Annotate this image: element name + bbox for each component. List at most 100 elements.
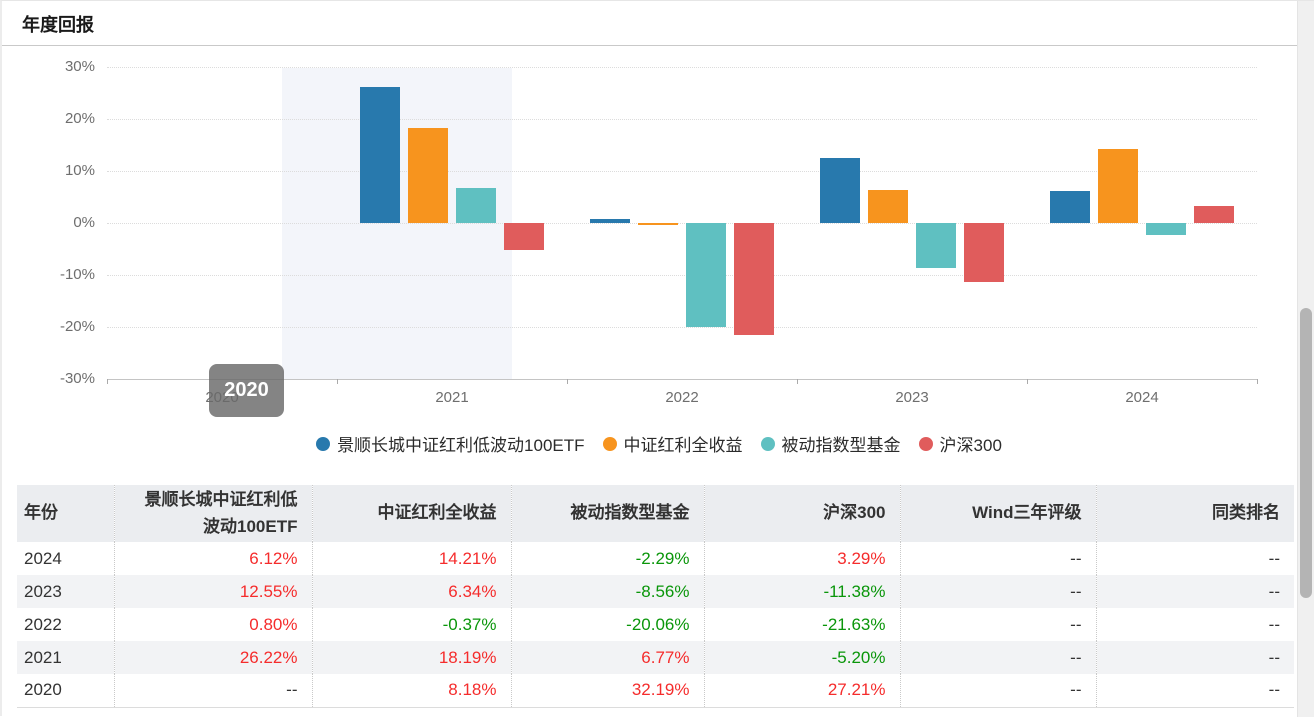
scrollbar-thumb[interactable] bbox=[1300, 308, 1312, 598]
year-cell: 2023 bbox=[17, 575, 115, 608]
bar-2024-series-2[interactable] bbox=[1146, 223, 1186, 235]
value-cell: -- bbox=[1096, 674, 1294, 708]
value-cell: 18.19% bbox=[312, 641, 512, 674]
value-cell: -8.56% bbox=[511, 575, 705, 608]
value-cell: 12.55% bbox=[114, 575, 313, 608]
table-header-row: 年份 景顺长城中证红利低波动100ETF 中证红利全收益 被动指数型基金 沪深300 Wi… bbox=[17, 485, 1294, 542]
value-cell: -5.20% bbox=[704, 641, 901, 674]
y-axis-tick-label: 10% bbox=[64, 162, 95, 179]
value-cell: -2.29% bbox=[511, 542, 705, 575]
chart-legend: 景顺长城中证红利低波动100ETF 中证红利全收益 被动指数型基金 沪深300 bbox=[24, 431, 1294, 456]
bar-2023-series-1[interactable] bbox=[868, 190, 908, 223]
chart-tooltip: 2020 bbox=[209, 364, 284, 417]
value-cell: -20.06% bbox=[511, 608, 705, 641]
vertical-scrollbar[interactable] bbox=[1297, 1, 1314, 717]
value-cell: -- bbox=[900, 608, 1097, 641]
table-row: 2021 26.22% 18.19% 6.77% -5.20% -- -- bbox=[17, 641, 1294, 674]
value-cell: 6.12% bbox=[114, 542, 313, 575]
legend-item-0[interactable]: 景顺长城中证红利低波动100ETF bbox=[316, 431, 585, 456]
table-row: 2024 6.12% 14.21% -2.29% 3.29% -- -- bbox=[17, 542, 1294, 575]
legend-color-dot bbox=[602, 436, 617, 451]
table-row: 2020 -- 8.18% 32.19% 27.21% -- -- bbox=[17, 674, 1294, 708]
column-header: 年份 bbox=[17, 485, 115, 542]
value-cell: 14.21% bbox=[312, 542, 512, 575]
y-gridline bbox=[107, 275, 1257, 276]
x-axis-category-label: 2021 bbox=[435, 389, 469, 406]
bar-2021-series-3[interactable] bbox=[504, 223, 544, 251]
year-cell: 2022 bbox=[17, 608, 115, 641]
value-cell: -21.63% bbox=[704, 608, 901, 641]
bar-2021-series-1[interactable] bbox=[408, 128, 448, 223]
value-cell: 3.29% bbox=[704, 542, 901, 575]
x-axis-tick bbox=[1257, 379, 1258, 384]
legend-label: 中证红利全收益 bbox=[623, 436, 743, 455]
bar-2023-series-0[interactable] bbox=[820, 157, 860, 223]
value-cell: 6.34% bbox=[312, 575, 512, 608]
legend-item-3[interactable]: 沪深300 bbox=[918, 431, 1002, 456]
value-cell: 32.19% bbox=[511, 674, 705, 708]
legend-color-dot bbox=[918, 436, 933, 451]
value-cell: 8.18% bbox=[312, 674, 512, 708]
legend-item-2[interactable]: 被动指数型基金 bbox=[760, 431, 901, 456]
title-divider bbox=[2, 45, 1299, 46]
value-cell: -- bbox=[900, 575, 1097, 608]
column-header: 中证红利全收益 bbox=[312, 485, 512, 542]
x-axis-tick bbox=[1027, 379, 1028, 384]
legend-label: 被动指数型基金 bbox=[781, 436, 901, 455]
bar-2023-series-3[interactable] bbox=[964, 223, 1004, 283]
year-cell: 2021 bbox=[17, 641, 115, 674]
value-cell: 0.80% bbox=[114, 608, 313, 641]
value-cell: -- bbox=[114, 674, 313, 708]
column-header: Wind三年评级 bbox=[900, 485, 1097, 542]
year-cell: 2024 bbox=[17, 542, 115, 575]
x-axis-tick bbox=[107, 379, 108, 384]
bar-2022-series-0[interactable] bbox=[590, 218, 630, 223]
y-axis-tick-label: 20% bbox=[64, 110, 95, 127]
column-header: 同类排名 bbox=[1096, 485, 1294, 542]
legend-label: 沪深300 bbox=[939, 436, 1002, 455]
table-row: 2023 12.55% 6.34% -8.56% -11.38% -- -- bbox=[17, 575, 1294, 608]
bar-2023-series-2[interactable] bbox=[916, 223, 956, 268]
legend-color-dot bbox=[760, 436, 775, 451]
column-header: 被动指数型基金 bbox=[511, 485, 705, 542]
y-axis-tick-label: -10% bbox=[59, 266, 95, 283]
value-cell: -- bbox=[900, 542, 1097, 575]
y-gridline bbox=[107, 171, 1257, 172]
column-header: 沪深300 bbox=[704, 485, 901, 542]
x-axis-category-label: 2023 bbox=[895, 389, 929, 406]
value-cell: -- bbox=[900, 674, 1097, 708]
bar-2022-series-1[interactable] bbox=[638, 223, 678, 225]
legend-item-1[interactable]: 中证红利全收益 bbox=[602, 431, 743, 456]
y-axis-tick-label: 30% bbox=[64, 58, 95, 75]
value-cell: -- bbox=[1268, 614, 1280, 634]
column-header: 景顺长城中证红利低波动100ETF bbox=[114, 485, 313, 542]
bar-2022-series-3[interactable] bbox=[734, 223, 774, 336]
bar-2024-series-3[interactable] bbox=[1194, 205, 1234, 223]
y-axis-tick-label: -30% bbox=[59, 370, 95, 387]
value-cell: -- bbox=[1096, 575, 1294, 608]
x-axis-tick bbox=[797, 379, 798, 384]
y-axis-tick-label: -20% bbox=[59, 318, 95, 335]
bar-2022-series-2[interactable] bbox=[686, 223, 726, 328]
year-cell: 2020 bbox=[17, 674, 115, 708]
annual-return-bar-chart: 景顺长城中证红利低波动100ETF 中证红利全收益 被动指数型基金 沪深300 30%… bbox=[2, 46, 1299, 461]
value-cell: 27.21% bbox=[704, 674, 901, 708]
value-cell: 26.22% bbox=[114, 641, 313, 674]
bar-2021-series-0[interactable] bbox=[360, 86, 400, 223]
table-row: 2022 0.80% -0.37% -20.06% -21.63% -- -- bbox=[17, 608, 1294, 641]
value-cell: -- bbox=[1096, 641, 1294, 674]
chart-tooltip-label: 2020 bbox=[224, 379, 269, 401]
legend-color-dot bbox=[316, 436, 331, 451]
bar-2024-series-0[interactable] bbox=[1050, 191, 1090, 223]
y-gridline bbox=[107, 327, 1257, 328]
y-axis-tick-label: 0% bbox=[73, 214, 95, 231]
x-axis-category-label: 2024 bbox=[1125, 389, 1159, 406]
x-axis-category-label: 2022 bbox=[665, 389, 699, 406]
legend-label: 景顺长城中证红利低波动100ETF bbox=[337, 436, 585, 455]
bar-2024-series-1[interactable] bbox=[1098, 149, 1138, 223]
x-axis-line bbox=[107, 379, 1257, 380]
value-cell: -0.37% bbox=[312, 608, 512, 641]
bar-2021-series-2[interactable] bbox=[456, 187, 496, 223]
page-title: 年度回报 bbox=[22, 15, 94, 35]
